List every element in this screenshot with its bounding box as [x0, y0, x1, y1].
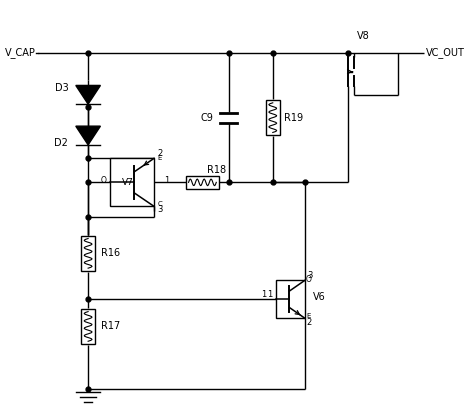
Text: V6: V6 [313, 292, 325, 302]
Bar [276, 280, 305, 318]
Text: 3: 3 [157, 205, 163, 214]
Text: D3: D3 [55, 83, 68, 93]
Bar [81, 309, 95, 344]
Text: 2: 2 [307, 318, 312, 327]
Bar [81, 235, 95, 271]
Text: C: C [157, 201, 162, 207]
Polygon shape [76, 126, 101, 145]
Text: 1: 1 [164, 176, 169, 185]
Text: 1: 1 [261, 290, 266, 299]
Text: 3: 3 [307, 271, 312, 280]
Text: R16: R16 [102, 248, 120, 259]
Text: R19: R19 [284, 113, 303, 123]
Text: O: O [101, 176, 107, 185]
Text: 2: 2 [157, 149, 163, 158]
Text: D2: D2 [55, 138, 68, 147]
Polygon shape [76, 85, 101, 104]
Text: 1: 1 [267, 290, 273, 299]
Bar [266, 100, 280, 135]
Text: V7: V7 [122, 178, 133, 187]
Bar [186, 176, 219, 189]
Text: O: O [306, 275, 312, 284]
Bar [110, 158, 154, 207]
Text: V_CAP: V_CAP [5, 47, 36, 58]
Text: E: E [157, 155, 162, 160]
Text: V8: V8 [357, 31, 369, 41]
Text: VC_OUT: VC_OUT [426, 47, 465, 58]
Text: C9: C9 [201, 113, 213, 123]
Text: R17: R17 [102, 321, 120, 331]
Text: R18: R18 [207, 165, 226, 175]
Text: E: E [306, 313, 310, 319]
